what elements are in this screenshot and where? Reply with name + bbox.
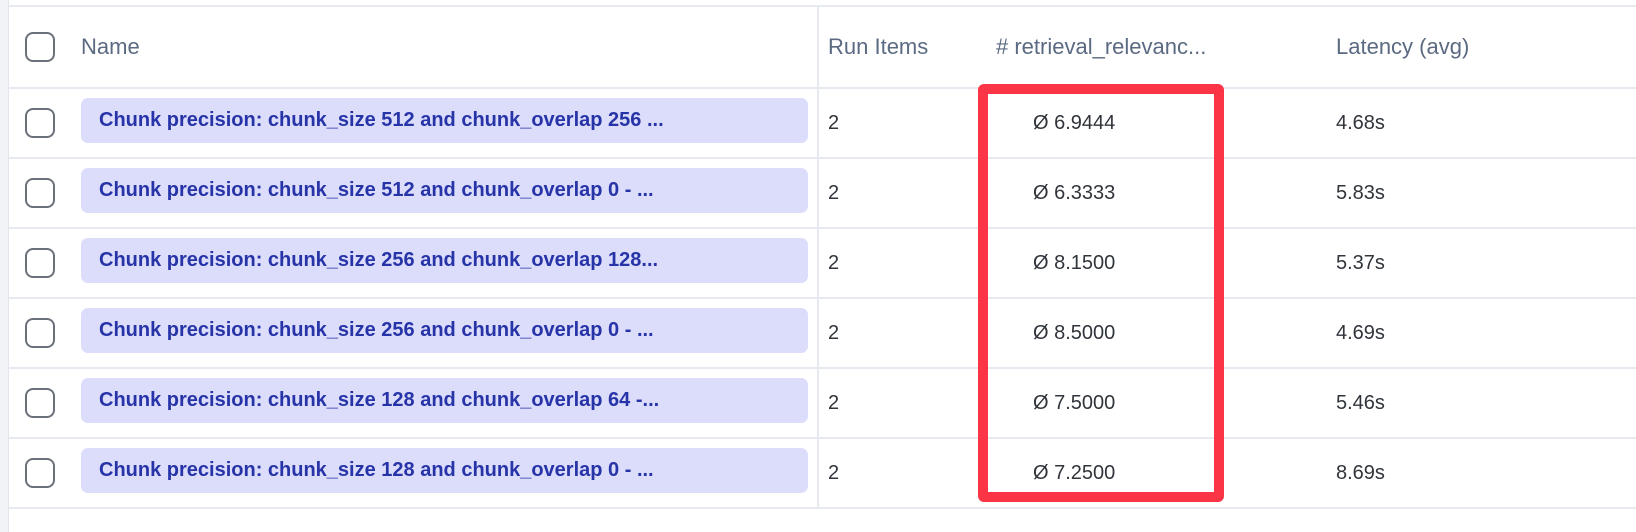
table-header-row: Name Run Items # retrieval_relevanc... L… — [9, 7, 1636, 89]
column-header-run-items[interactable]: Run Items — [818, 7, 996, 89]
row-checkbox[interactable] — [25, 318, 55, 348]
latency-cell: 8.69s — [1336, 438, 1636, 509]
table-row[interactable]: Chunk precision: chunk_size 256 and chun… — [9, 298, 1636, 369]
column-header-latency[interactable]: Latency (avg) — [1336, 7, 1636, 89]
run-items-cell: 2 — [818, 368, 996, 439]
highlight-box — [978, 84, 1224, 502]
table-row[interactable]: Chunk precision: chunk_size 128 and chun… — [9, 438, 1636, 509]
row-checkbox[interactable] — [25, 108, 55, 138]
table-row[interactable]: Chunk precision: chunk_size 256 and chun… — [9, 228, 1636, 299]
retrieval-relevance-cell: Ø 7.5000 — [996, 368, 1336, 439]
column-header-retrieval-relevance[interactable]: # retrieval_relevanc... — [996, 7, 1336, 89]
latency-cell: 5.83s — [1336, 158, 1636, 229]
run-name-link[interactable]: Chunk precision: chunk_size 512 and chun… — [81, 167, 808, 213]
latency-cell: 5.46s — [1336, 368, 1636, 439]
table-row[interactable]: Chunk precision: chunk_size 512 and chun… — [9, 158, 1636, 229]
run-name-link[interactable]: Chunk precision: chunk_size 128 and chun… — [81, 447, 808, 493]
run-name-link[interactable]: Chunk precision: chunk_size 256 and chun… — [81, 237, 808, 283]
table-row[interactable]: Chunk precision: chunk_size 512 and chun… — [9, 88, 1636, 159]
column-header-name[interactable]: Name — [81, 7, 819, 89]
row-checkbox[interactable] — [25, 178, 55, 208]
retrieval-relevance-cell: Ø 8.1500 — [996, 228, 1336, 299]
retrieval-relevance-cell: Ø 8.5000 — [996, 298, 1336, 369]
left-sidebar-edge — [0, 0, 9, 532]
run-items-cell: 2 — [818, 298, 996, 369]
top-divider — [8, 0, 1636, 7]
runs-table: Name Run Items # retrieval_relevanc... L… — [9, 7, 1636, 509]
run-items-cell: 2 — [818, 88, 996, 159]
row-checkbox[interactable] — [25, 458, 55, 488]
run-name-link[interactable]: Chunk precision: chunk_size 128 and chun… — [81, 377, 808, 423]
select-all-checkbox[interactable] — [25, 32, 55, 62]
latency-cell: 4.69s — [1336, 298, 1636, 369]
retrieval-relevance-cell: Ø 6.9444 — [996, 88, 1336, 159]
row-checkbox[interactable] — [25, 388, 55, 418]
row-checkbox[interactable] — [25, 248, 55, 278]
run-items-cell: 2 — [818, 228, 996, 299]
run-items-cell: 2 — [818, 438, 996, 509]
latency-cell: 5.37s — [1336, 228, 1636, 299]
run-items-cell: 2 — [818, 158, 996, 229]
table-row[interactable]: Chunk precision: chunk_size 128 and chun… — [9, 368, 1636, 439]
run-name-link[interactable]: Chunk precision: chunk_size 512 and chun… — [81, 97, 808, 143]
latency-cell: 4.68s — [1336, 88, 1636, 159]
run-name-link[interactable]: Chunk precision: chunk_size 256 and chun… — [81, 307, 808, 353]
retrieval-relevance-cell: Ø 6.3333 — [996, 158, 1336, 229]
